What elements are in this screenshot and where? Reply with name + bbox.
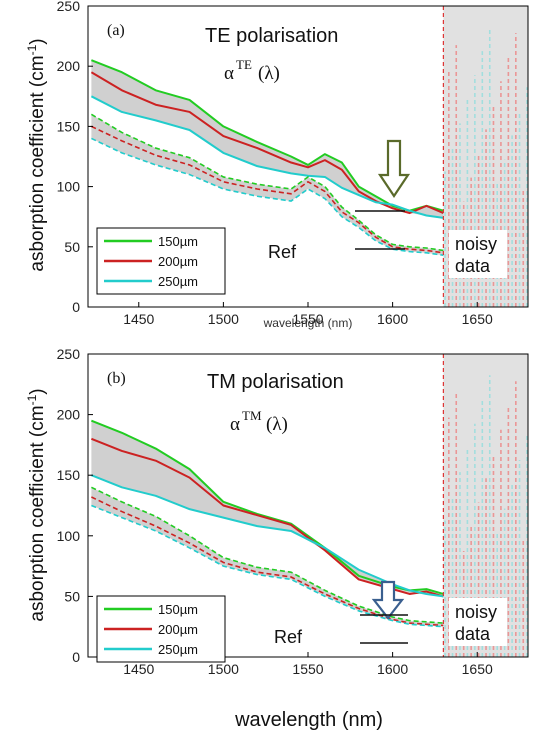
- spread-band-a: [91, 60, 444, 218]
- legend-label-b: 250µm: [158, 642, 198, 657]
- series-line-b-3: [91, 486, 444, 624]
- down-arrow-b: [371, 580, 405, 620]
- y-tick-label-a: 50: [64, 239, 80, 255]
- legend-b: 150µm 200µm 250µm: [96, 595, 226, 663]
- x-tick-label-a: 1650: [462, 311, 493, 327]
- y-tick-label-b: 50: [64, 588, 80, 604]
- x-axis-label-b: wavelength (nm): [234, 709, 383, 731]
- formula-sup-a: TE: [236, 57, 252, 72]
- legend-label-a: 250µm: [158, 274, 198, 289]
- y-tick-label-b: 150: [57, 467, 81, 483]
- x-tick-label-a: 1600: [377, 311, 408, 327]
- x-tick-label-a: 1550: [292, 311, 323, 327]
- ticks-b: 1450 1500 1550 1600 1650 0 50 100 150 200 250: [57, 346, 493, 677]
- y-tick-label-a: 200: [57, 58, 81, 74]
- series-line-b-2: [91, 474, 444, 598]
- formula-base-b: α: [230, 414, 240, 435]
- series-line-a-2: [90, 95, 444, 219]
- down-arrow-a: [377, 139, 411, 198]
- x-tick-label-a: 1450: [123, 311, 154, 327]
- x-tick-label-b: 1500: [208, 661, 239, 677]
- legend-a: 150µm 200µm 250µm: [96, 227, 226, 295]
- noisy-label-bg-a: [449, 230, 507, 278]
- ref-annotation-a: Ref: [268, 242, 297, 262]
- x-tick-label-b: 1600: [377, 661, 408, 677]
- y-axis-label-a: asborption coefficient (cm-1): [25, 38, 48, 271]
- ref-spread-band-a: [91, 114, 444, 256]
- noisy-annotation-b: noisy data: [455, 602, 497, 644]
- y-axis-label-b: asborption coefficient (cm-1): [25, 388, 48, 621]
- formula-arg-b: (λ): [266, 414, 288, 435]
- ticks-a: 1450 1500 1550 1600 1650 0 50 100 150 200 250: [57, 0, 493, 327]
- panel-label-b: (b): [107, 370, 126, 387]
- series-layer-b: [91, 419, 444, 628]
- y-tick-label-a: 250: [57, 0, 81, 14]
- y-tick-label-a: 100: [57, 179, 81, 195]
- legend-label-a: 200µm: [158, 254, 198, 269]
- legend-label-b: 200µm: [158, 622, 198, 637]
- noisy-label-bg-b: [449, 598, 507, 646]
- y-tick-label-b: 0: [72, 649, 80, 665]
- series-line-a-4: [91, 125, 444, 254]
- chart-title-b: TM polarisation: [207, 371, 344, 393]
- y-tick-label-a: 0: [72, 299, 80, 315]
- chart-title-a: TE polarisation: [205, 25, 338, 47]
- series-line-b-4: [91, 496, 444, 627]
- series-line-a-5: [91, 137, 444, 257]
- noisy-annotation-a: noisy data: [455, 234, 497, 276]
- series-line-a-3: [90, 113, 444, 252]
- x-tick-label-b: 1450: [123, 661, 154, 677]
- series-line-b-1: [91, 437, 444, 598]
- ref-annotation-b: Ref: [274, 627, 303, 647]
- formula-a: α TE (λ): [224, 57, 280, 84]
- x-tick-label-a: 1500: [208, 311, 239, 327]
- legend-label-a: 150µm: [158, 234, 198, 249]
- legend-label-b: 150µm: [158, 602, 198, 617]
- y-tick-label-b: 250: [57, 346, 81, 362]
- x-axis-label-a: wavelength (nm): [263, 316, 353, 330]
- y-tick-label-a: 150: [57, 118, 81, 134]
- formula-base-a: α: [224, 63, 234, 84]
- formula-b: α TM (λ): [230, 408, 288, 435]
- x-tick-label-b: 1550: [292, 661, 323, 677]
- formula-sup-b: TM: [242, 408, 262, 423]
- x-tick-label-b: 1650: [462, 661, 493, 677]
- panel-label-a: (a): [107, 22, 125, 39]
- y-tick-label-b: 100: [57, 528, 81, 544]
- formula-arg-a: (λ): [258, 63, 280, 84]
- y-tick-label-b: 200: [57, 407, 81, 423]
- spread-band-b: [91, 420, 444, 597]
